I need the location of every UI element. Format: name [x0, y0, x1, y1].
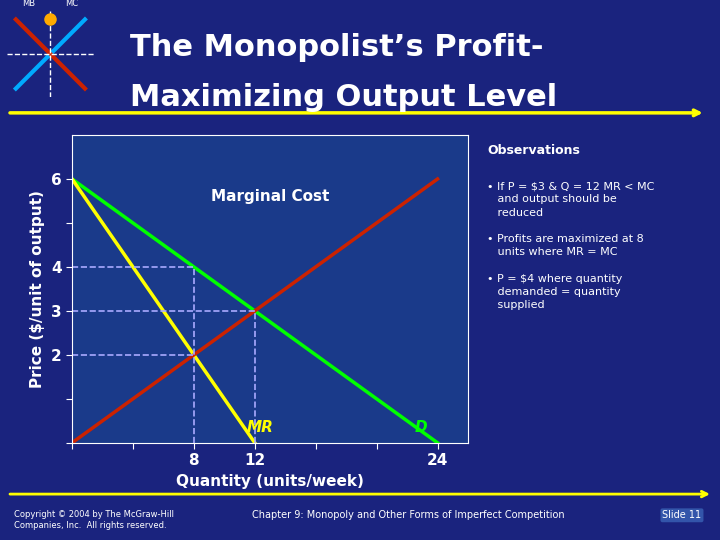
Text: Observations: Observations	[487, 144, 580, 157]
Text: Marginal Cost: Marginal Cost	[211, 189, 329, 204]
Y-axis label: Price ($/unit of output): Price ($/unit of output)	[30, 190, 45, 388]
Text: Copyright © 2004 by The McGraw-Hill
Companies, Inc.  All rights reserved.: Copyright © 2004 by The McGraw-Hill Comp…	[14, 510, 174, 530]
Text: The Monopolist’s Profit-: The Monopolist’s Profit-	[130, 33, 543, 62]
X-axis label: Quantity (units/week): Quantity (units/week)	[176, 474, 364, 489]
Text: D: D	[415, 420, 427, 435]
Text: • If P = $3 & Q = 12 MR < MC
   and output should be
   reduced

• Profits are m: • If P = $3 & Q = 12 MR < MC and output …	[487, 181, 654, 310]
Text: MR: MR	[247, 420, 274, 435]
Text: Maximizing Output Level: Maximizing Output Level	[130, 83, 557, 112]
Text: MB: MB	[22, 0, 35, 9]
Text: Slide 11: Slide 11	[662, 510, 701, 521]
Text: MC: MC	[66, 0, 78, 9]
Text: Chapter 9: Monopoly and Other Forms of Imperfect Competition: Chapter 9: Monopoly and Other Forms of I…	[252, 510, 564, 521]
